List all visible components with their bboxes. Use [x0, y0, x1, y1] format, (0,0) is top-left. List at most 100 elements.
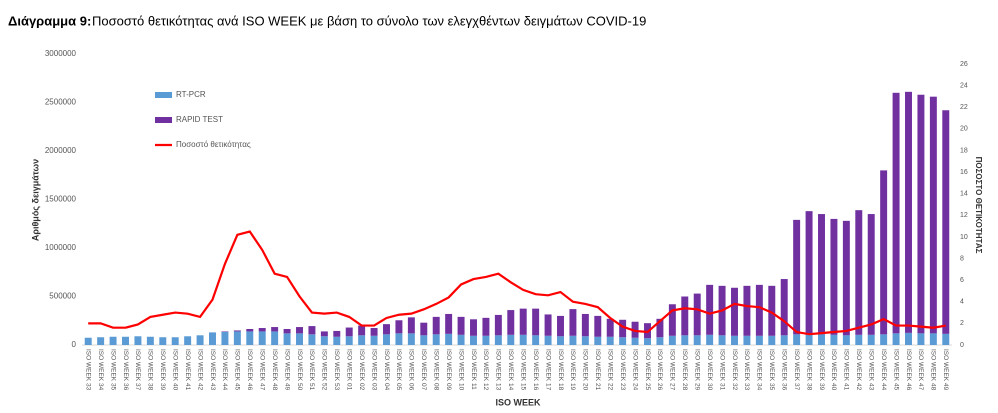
- x-tick-label: ISO WEEK 42: [855, 349, 862, 391]
- bar: [668, 335, 676, 345]
- bar: [457, 334, 465, 345]
- bar: [544, 335, 552, 345]
- x-tick-label: ISO WEEK 51: [308, 349, 315, 391]
- bar: [557, 315, 564, 337]
- x-tick-label: ISO WEEK 28: [681, 349, 688, 391]
- bar: [594, 315, 602, 337]
- x-tick-label: ISO WEEK 42: [196, 349, 203, 391]
- bar: [333, 336, 341, 345]
- chart-title: Ποσοστό θετικότητας ανά ISO WEEK με βάση…: [92, 13, 646, 28]
- bar: [780, 335, 788, 345]
- x-tick-label: ISO WEEK 50: [296, 349, 303, 391]
- bar: [494, 314, 502, 336]
- x-tick-label: ISO WEEK 37: [134, 349, 141, 391]
- x-tick-label: ISO WEEK 46: [905, 349, 912, 391]
- bar: [718, 335, 726, 345]
- x-tick-label: ISO WEEK 06: [408, 349, 415, 391]
- bar: [706, 334, 714, 345]
- bar: [445, 333, 453, 345]
- y2-tick-label: 10: [960, 234, 968, 241]
- bar: [519, 308, 527, 335]
- bar: [693, 335, 701, 345]
- x-tick-label: ISO WEEK 07: [420, 349, 427, 391]
- bar: [233, 330, 241, 332]
- bar: [731, 287, 738, 336]
- bar: [420, 322, 428, 336]
- y2-tick-label: 14: [960, 191, 968, 198]
- y2-tick-label: 4: [960, 299, 964, 306]
- legend-swatch: [155, 117, 172, 123]
- y-tick-label: 1000000: [45, 243, 77, 252]
- x-tick-label: ISO WEEK 01: [345, 349, 352, 391]
- bar: [308, 334, 316, 345]
- y2-tick-label: 22: [960, 104, 968, 111]
- bar: [805, 334, 813, 345]
- bar: [855, 334, 863, 345]
- legend-label: RT-PCR: [176, 90, 206, 99]
- bar: [917, 333, 925, 345]
- legend-label: Ποσοστό θετικότητας: [176, 140, 251, 149]
- y2-tick-label: 24: [960, 82, 968, 89]
- bar: [358, 335, 366, 345]
- bar: [122, 336, 129, 345]
- y-tick-label: 0: [72, 340, 77, 349]
- y-tick-label: 2000000: [45, 146, 77, 155]
- x-tick-label: ISO WEEK 30: [706, 349, 713, 391]
- bar: [780, 279, 788, 336]
- bar: [892, 333, 900, 345]
- y2-tick-label: 20: [960, 126, 968, 133]
- x-tick-label: ISO WEEK 17: [544, 349, 551, 391]
- x-tick-label: ISO WEEK 41: [843, 349, 850, 391]
- bar: [308, 326, 316, 335]
- y2-tick-label: 18: [960, 147, 968, 154]
- x-tick-label: ISO WEEK 04: [383, 349, 390, 391]
- x-tick-label: ISO WEEK 39: [159, 349, 166, 391]
- bar: [432, 316, 440, 335]
- y-tick-label: 3000000: [45, 49, 77, 58]
- bar: [507, 310, 515, 335]
- bar: [668, 304, 676, 336]
- legend-label: RAPID TEST: [176, 115, 223, 124]
- bar: [507, 334, 515, 345]
- x-tick-label: ISO WEEK 12: [482, 349, 489, 391]
- bar: [581, 313, 589, 337]
- x-tick-label: ISO WEEK 40: [171, 349, 178, 391]
- bar: [345, 336, 353, 345]
- y2-tick-label: 0: [960, 342, 964, 349]
- bar: [296, 333, 303, 345]
- x-tick-label: ISO WEEK 18: [557, 349, 564, 391]
- x-tick-label: ISO WEEK 16: [532, 349, 539, 391]
- x-tick-label: ISO WEEK 13: [495, 349, 502, 391]
- x-tick-label: ISO WEEK 37: [793, 349, 800, 391]
- bar: [830, 218, 838, 335]
- x-tick-label: ISO WEEK 36: [122, 349, 129, 391]
- bar: [631, 337, 639, 345]
- bar: [892, 92, 900, 334]
- bar: [581, 336, 589, 345]
- x-tick-label: ISO WEEK 45: [892, 349, 899, 391]
- bar: [271, 331, 279, 345]
- x-tick-label: ISO WEEK 15: [519, 349, 526, 391]
- bar: [345, 327, 353, 337]
- bar: [706, 284, 714, 335]
- bar: [494, 335, 502, 345]
- bar: [755, 284, 763, 336]
- x-tick-label: ISO WEEK 24: [631, 349, 638, 391]
- x-tick-label: ISO WEEK 35: [109, 349, 116, 391]
- bar: [557, 336, 564, 345]
- y2-tick-label: 26: [960, 61, 968, 68]
- y2-tick-label: 16: [960, 169, 968, 176]
- bar: [246, 328, 254, 332]
- x-tick-label: ISO WEEK 49: [283, 349, 290, 391]
- bar: [221, 331, 229, 345]
- bar: [842, 335, 850, 345]
- x-tick-label: ISO WEEK 41: [184, 349, 191, 391]
- x-tick-label: ISO WEEK 35: [768, 349, 775, 391]
- x-tick-label: ISO WEEK 39: [818, 349, 825, 391]
- x-tick-label: ISO WEEK 34: [97, 349, 104, 391]
- x-tick-label: ISO WEEK 25: [644, 349, 651, 391]
- x-tick-label: ISO WEEK 33: [743, 349, 750, 391]
- bar: [818, 334, 825, 345]
- bar: [320, 336, 328, 345]
- y2-tick-label: 2: [960, 320, 964, 327]
